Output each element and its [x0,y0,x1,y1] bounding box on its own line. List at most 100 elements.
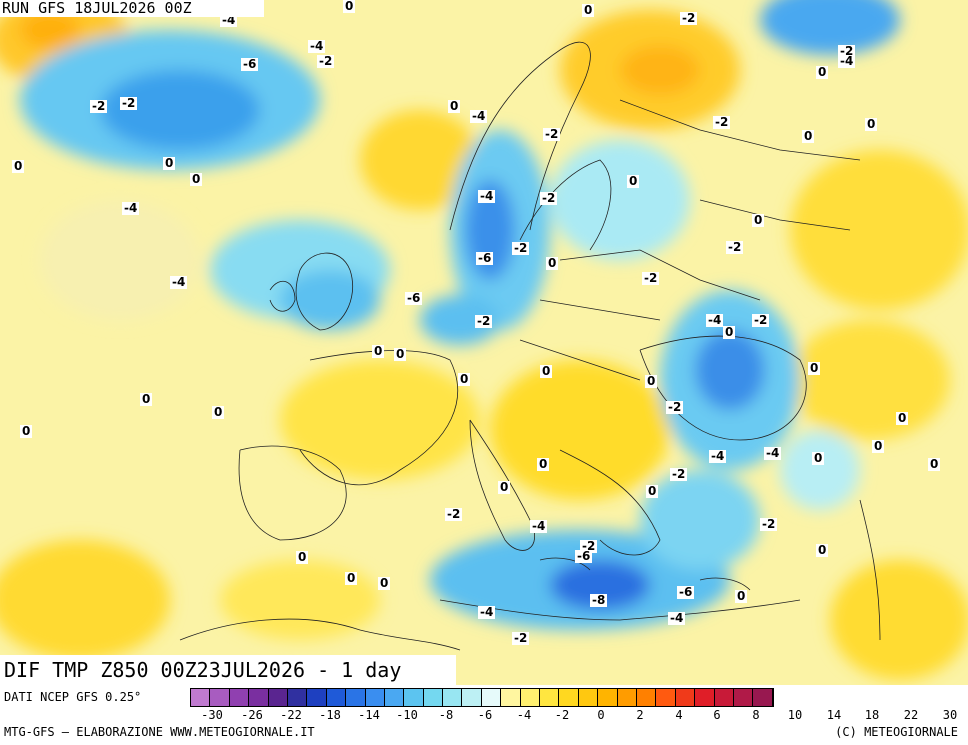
colorbar-swatch [636,689,657,706]
contour-label: -4 [478,189,496,203]
coastlines [179,41,881,651]
run-label: RUN GFS 18JUL2026 00Z [0,0,264,17]
contour-label: 0 [12,159,25,173]
contour-label: -4 [122,201,140,215]
colorbar-swatch [229,689,250,706]
contour-label: 0 [140,392,153,406]
colorbar-swatch [191,689,211,706]
contour-label: -4 [478,605,496,619]
colorbar-swatch [540,689,560,706]
contour-label: -6 [677,585,695,599]
colorbar-tick-label: -14 [358,708,380,722]
colorbar-tick-label: -8 [438,708,454,722]
colorbar-swatch [326,689,347,706]
contour-label: 0 [345,571,358,585]
contour-label: -2 [317,54,335,68]
colorbar-swatch [268,689,288,706]
colorbar-swatch [346,689,366,706]
colorbar-swatch [307,689,327,706]
contour-label: -2 [642,271,660,285]
colorbar-tick-label: 30 [942,708,958,722]
contour-label: -2 [752,313,770,327]
contour-label: 0 [627,174,640,188]
contour-label: 0 [646,484,659,498]
colorbar-swatch [520,689,541,706]
copyright: (C) METEOGIORNALE [835,725,958,739]
contour-label: -2 [543,127,561,141]
contour-label: -6 [405,291,423,305]
contour-label: 0 [20,424,33,438]
colorbar-tick-label: 4 [675,708,683,722]
contour-label: -2 [666,400,684,414]
contour-label: -2 [512,241,530,255]
contour-label: -2 [90,99,108,113]
contour-label: 0 [296,550,309,564]
contour-label: -4 [170,275,188,289]
colorbar-swatch [714,689,734,706]
contour-label: 0 [865,117,878,131]
contour-label: -6 [575,549,593,563]
contour-label: -8 [590,593,608,607]
contour-label: 0 [752,213,765,227]
colorbar-swatch [578,689,599,706]
map-title: DIF TMP Z850 00Z23JUL2026 - 1 day [0,655,456,685]
colorbar-swatch [443,689,463,706]
colorbar-tick-label: 18 [864,708,880,722]
contour-label: -2 [726,240,744,254]
contour-label: -4 [668,611,686,625]
colorbar-ticks: -30 -26 -22 -18 -14 -10 -8 -6 -4 -2 0 2 4 6 8 10 14 18 22 3… [190,708,966,722]
contour-label: -2 [445,507,463,521]
colorbar-tick-label: -10 [396,708,418,722]
colorbar-tick-label: -30 [201,708,223,722]
colorbar-swatch [753,689,773,706]
contour-label: -6 [476,251,494,265]
colorbar-tick-label: -2 [554,708,570,722]
contour-label: 0 [540,364,553,378]
contour-label: 0 [812,451,825,465]
contour-label: 0 [212,405,225,419]
contour-label: -2 [838,44,856,58]
contour-label: -2 [120,96,138,110]
contour-label: 0 [645,374,658,388]
colorbar-swatch [656,689,676,706]
colorbar-tick-label: 14 [826,708,842,722]
contour-label: -4 [709,449,727,463]
colorbar-swatch [365,689,385,706]
temperature-anomaly-map: -4 0 0 -4 -2 -6 -2 -2 -4 0 -2 -2 0 -4 -2 -2 0 0 0 0 0 -4 0 -2 -4… [0,0,968,685]
colorbar-tick-label: 22 [903,708,919,722]
colorbar-swatch [462,689,482,706]
colorbar-tick-label: -26 [241,708,263,722]
contour-label: -2 [540,191,558,205]
contour-label: 0 [872,439,885,453]
contour-label: 0 [163,156,176,170]
colorbar-tick-label: 8 [752,708,760,722]
contour-label: 0 [372,344,385,358]
contour-label: -4 [764,446,782,460]
colorbar-swatch [384,689,405,706]
colorbar-swatch [617,689,637,706]
contour-label: -2 [475,314,493,328]
contour-label: -4 [530,519,548,533]
contour-label: 0 [458,372,471,386]
contour-label: -2 [670,467,688,481]
colorbar-swatch [404,689,424,706]
colorbar-swatch [501,689,521,706]
contour-label: -2 [580,539,598,553]
colorbar-tick-label: 0 [597,708,605,722]
colorbar-tick-label: 2 [636,708,644,722]
colorbar-tick-label: -18 [319,708,341,722]
contour-label: -4 [838,54,856,68]
contour-label: -2 [760,517,778,531]
contour-label: 0 [816,543,829,557]
contour-label: -4 [470,109,488,123]
contour-label: 0 [537,457,550,471]
contour-label: -2 [512,631,530,645]
colorbar-swatch [675,689,696,706]
contour-label: 0 [723,325,736,339]
colorbar-tick-label: -6 [477,708,493,722]
contour-label: 0 [582,3,595,17]
anomaly-field [0,0,968,685]
colorbar-swatch [559,689,579,706]
colorbar-tick-label: 6 [713,708,721,722]
contour-label: 0 [448,99,461,113]
